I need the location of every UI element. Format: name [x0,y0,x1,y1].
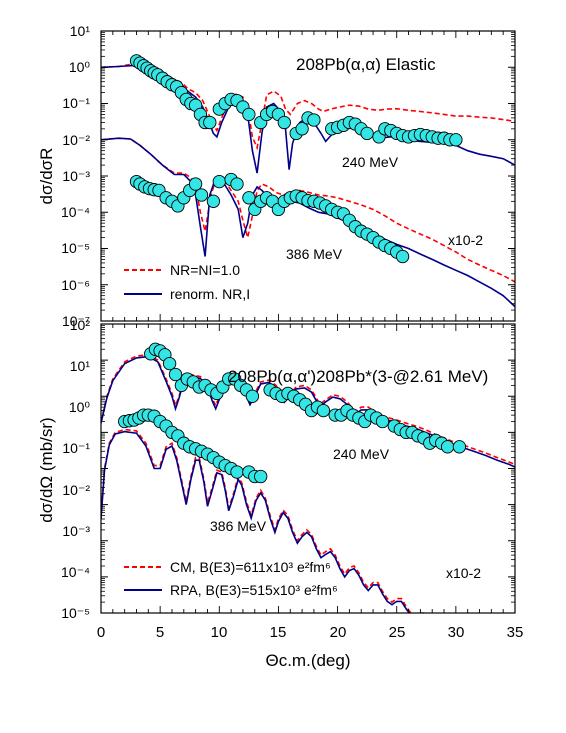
elastic-axis-ticks [101,30,515,322]
x-tick-label: 30 [448,624,465,641]
x-tick-label: 25 [389,624,406,641]
inelastic-data-point [254,469,268,484]
inelastic-legend: CM, B(E3)=611x10³ e²fm⁶ RPA, B(E3)=515x1… [124,559,338,598]
elastic-dashed-curve [101,137,515,283]
inelastic-panel-title: 208Pb(α,α')208Pb*(3-@2.61 MeV) [228,367,488,386]
inelastic-data-point [440,440,455,454]
elastic-y-axis-label: dσ/dσR [37,148,56,205]
elastic-data-point [212,174,226,189]
elastic-curves [101,62,515,308]
inelastic-dashed-curve [101,428,427,613]
elastic-data-point [230,177,244,191]
legend-label: RPA, B(E3)=515x10³ e²fm⁶ [170,582,338,598]
legend-label: NR=NI=1.0 [170,262,240,278]
y-tick-label: 10⁻⁴ [61,564,90,580]
x-tick-labels: 0 5 10 15 20 25 30 35 [97,624,524,641]
inelastic-y-axis-label: dσ/dΩ (mb/sr) [37,417,56,522]
elastic-data-point [206,194,221,208]
y-tick-label: 10⁰ [69,399,91,415]
inelastic-data-point [168,367,183,382]
elastic-energy-label-240: 240 MeV [342,154,399,170]
inelastic-data-point [375,414,390,429]
y-tick-label: 10² [70,317,91,333]
x-tick-label: 15 [270,624,287,641]
elastic-data-point [188,177,203,191]
inelastic-energy-label-386: 386 MeV [210,518,267,534]
x-tick-label: 5 [156,624,164,641]
y-tick-label: 10⁻² [62,132,90,148]
inelastic-data-point [162,356,177,371]
y-tick-label: 10⁻³ [62,168,90,184]
inelastic-axis-ticks [101,323,515,614]
legend-label: renorm. NR,I [170,286,250,302]
y-tick-label: 10⁻¹ [62,95,90,111]
x-axis-label: Θc.m.(deg) [265,651,350,670]
y-tick-label: 10⁻² [62,482,90,498]
y-tick-label: 10⁻⁵ [61,240,90,256]
inelastic-y-tick-labels: 10⁻⁵ 10⁻⁴ 10⁻³ 10⁻² 10⁻¹ 10⁰ 10¹ 10² [61,317,90,621]
elastic-legend: NR=NI=1.0 renorm. NR,I [124,262,250,302]
inelastic-data-point [245,389,260,403]
x-tick-label: 10 [211,624,228,641]
elastic-data-point [449,133,463,147]
inelastic-data-point [452,440,467,454]
elastic-data-point [307,113,321,127]
elastic-data-point [295,122,309,136]
elastic-data-point [242,191,256,205]
inelastic-data-point [230,465,244,479]
elastic-data-points [129,54,463,264]
y-tick-label: 10⁻⁵ [61,605,90,621]
elastic-data-point [395,249,410,264]
y-tick-label: 10¹ [70,358,91,374]
inelastic-data-point [316,403,331,418]
x-tick-label: 35 [507,624,524,641]
x-tick-label: 0 [97,624,105,641]
inelastic-energy-label-240: 240 MeV [333,446,390,462]
elastic-data-point [242,107,256,122]
elastic-scale-label: x10-2 [448,232,483,248]
y-tick-label: 10⁻⁶ [61,277,90,293]
y-tick-label: 10⁻¹ [62,440,90,456]
elastic-data-point [360,126,374,141]
elastic-solid-curve [101,137,515,308]
inelastic-solid-curve [101,430,411,613]
x-tick-label: 20 [330,624,347,641]
inelastic-scale-label: x10-2 [446,565,481,581]
x-axis-ticks [100,31,516,613]
elastic-data-point [194,188,209,202]
y-tick-label: 10⁻⁷ [62,313,90,329]
y-tick-label: 10¹ [70,23,91,39]
legend-label: CM, B(E3)=611x10³ e²fm⁶ [170,559,331,575]
y-tick-label: 10⁻³ [62,523,90,539]
elastic-data-point [277,115,291,130]
y-tick-label: 10⁰ [69,59,91,75]
elastic-data-point [203,115,217,130]
y-tick-label: 10⁻⁴ [61,204,90,220]
inelastic-data-points [118,342,467,484]
elastic-energy-label-386: 386 MeV [286,246,343,262]
elastic-y-tick-labels: 10⁻⁷ 10⁻⁶ 10⁻⁵ 10⁻⁴ 10⁻³ 10⁻² 10⁻¹ 10⁰ 1… [61,23,90,329]
elastic-panel-title: 208Pb(α,α) Elastic [296,55,436,74]
